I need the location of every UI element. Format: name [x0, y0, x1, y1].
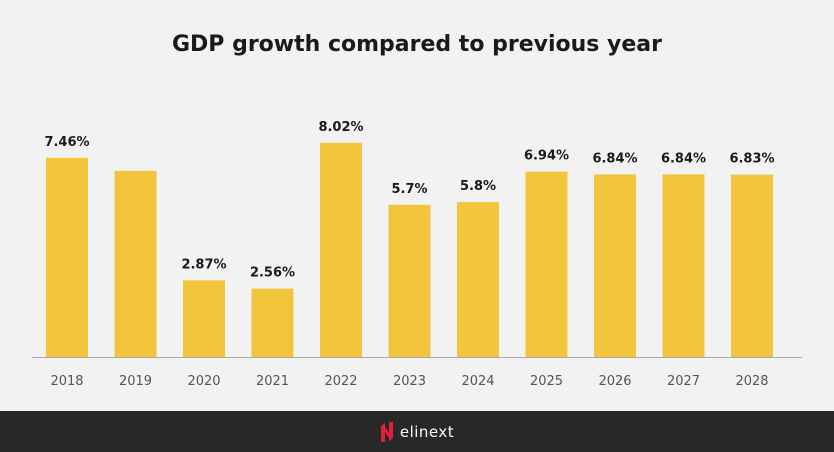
bar-2023	[388, 204, 431, 357]
bar-2027	[662, 174, 705, 357]
data-label-2021: 2.56%	[250, 266, 295, 281]
data-label-2022: 8.02%	[318, 120, 363, 135]
x-tick-label: 2020	[187, 374, 220, 389]
data-label-2020: 2.87%	[181, 257, 226, 272]
bar-2025	[525, 171, 568, 357]
data-label-2025: 6.94%	[524, 149, 569, 164]
x-tick-label: 2021	[256, 374, 289, 389]
data-label-2027: 6.84%	[661, 151, 706, 166]
x-tick-label: 2023	[393, 374, 426, 389]
elinext-logo-icon	[380, 421, 393, 442]
bar-2022	[320, 142, 362, 357]
bar-2019	[114, 170, 157, 357]
bar-2021	[251, 288, 294, 357]
data-label-2024: 5.8%	[460, 179, 496, 194]
bar-chart: 7.46% 2018 2019 2.87% 2020 2.56% 2021 8.02% 2022…	[32, 120, 802, 389]
data-label-2028: 6.83%	[729, 152, 774, 167]
x-tick-label: 2019	[119, 374, 152, 389]
x-tick-label: 2027	[667, 374, 700, 389]
x-tick-label: 2025	[530, 374, 563, 389]
bar-2026	[594, 174, 636, 357]
x-tick-label: 2026	[598, 374, 631, 389]
brand-name: elinext	[399, 422, 455, 441]
x-tick-label: 2018	[50, 374, 83, 389]
x-tick-label: 2022	[324, 374, 357, 389]
bar-2020	[183, 280, 225, 357]
bar-2028	[731, 174, 773, 357]
footer-bar: elinext	[0, 411, 834, 452]
bar-2024	[457, 202, 499, 357]
x-tick-label: 2028	[735, 374, 768, 389]
bar-2018	[46, 157, 88, 357]
data-label-2018: 7.46%	[44, 135, 89, 150]
data-label-2023: 5.7%	[391, 182, 427, 197]
data-label-2026: 6.84%	[592, 151, 637, 166]
x-tick-label: 2024	[461, 374, 494, 389]
chart-title: GDP growth compared to previous year	[171, 32, 662, 57]
